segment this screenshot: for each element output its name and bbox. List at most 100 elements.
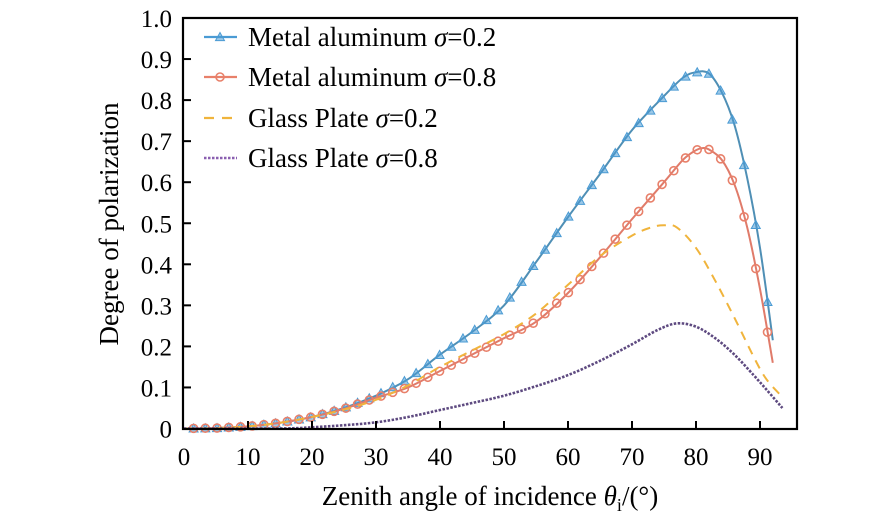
series-line — [183, 146, 774, 430]
data-point-marker — [410, 367, 422, 378]
x-tick-label: 70 — [620, 444, 645, 471]
x-tick-label: 0 — [178, 444, 191, 471]
x-axis-title: Zenith angle of incidence θi/(°) — [322, 481, 658, 515]
legend-label-value: =0.8 — [389, 143, 438, 173]
x-tick-label: 60 — [556, 444, 581, 471]
legend-marker — [214, 31, 226, 42]
data-point-marker — [527, 260, 539, 271]
x-tick-label: 90 — [748, 444, 773, 471]
data-point-marker — [563, 211, 574, 221]
legend-label: Metal aluminum σ=0.2 — [248, 22, 496, 52]
data-point-marker — [680, 153, 691, 163]
legend-label-sigma: σ — [376, 143, 391, 173]
y-tick-label: 0.1 — [141, 375, 172, 402]
data-point-marker — [598, 163, 609, 174]
data-point-marker — [504, 291, 516, 302]
data-point-marker — [609, 147, 621, 158]
y-tick-label: 0.9 — [141, 47, 172, 74]
legend-label-sigma: σ — [434, 22, 449, 52]
data-point-marker — [703, 68, 715, 78]
data-point-marker — [492, 304, 504, 315]
x-axis-title-subscript: i — [617, 495, 622, 515]
data-point-marker — [481, 342, 492, 353]
series-3 — [183, 223, 784, 430]
legend-label: Metal aluminum σ=0.8 — [248, 62, 496, 92]
y-tick-label: 0.7 — [141, 129, 172, 156]
legend-item: Glass Plate σ=0.8 — [204, 143, 438, 173]
data-point-marker — [656, 92, 668, 103]
data-point-marker — [469, 324, 481, 334]
data-point-marker — [481, 314, 492, 325]
legend-label-main: Metal aluminum — [248, 62, 434, 92]
data-point-marker — [715, 154, 726, 164]
data-point-marker — [516, 324, 527, 334]
y-tick-label: 0 — [160, 417, 173, 444]
data-point-marker — [621, 131, 633, 142]
data-point-marker — [738, 159, 750, 170]
data-point-marker — [586, 179, 598, 190]
data-point-marker — [668, 81, 680, 91]
data-point-marker — [715, 84, 726, 95]
x-axis-title-unit: /(°) — [622, 481, 658, 511]
legend-item: Metal aluminum σ=0.2 — [204, 22, 496, 52]
data-point-marker — [727, 113, 738, 124]
data-point-marker — [680, 71, 691, 81]
y-axis-title: Degree of polarization — [94, 102, 124, 345]
legend-marker — [215, 72, 225, 82]
x-tick-label: 20 — [300, 444, 325, 471]
data-point-marker — [762, 327, 773, 337]
data-point-marker — [691, 66, 703, 77]
data-point-marker — [598, 248, 609, 258]
data-point-marker — [610, 234, 621, 244]
data-point-marker — [633, 117, 645, 128]
legend-item: Metal aluminum σ=0.8 — [204, 62, 496, 92]
data-point-marker — [575, 274, 585, 285]
y-tick-label: 1.0 — [141, 6, 172, 33]
y-tick-label: 0.8 — [141, 88, 172, 115]
data-point-marker — [727, 175, 738, 186]
x-tick-label: 30 — [364, 444, 389, 471]
x-tick-label: 40 — [428, 444, 453, 471]
data-point-marker — [505, 330, 515, 341]
data-point-marker — [445, 341, 457, 351]
data-point-marker — [750, 263, 761, 274]
legend-label-main: Glass Plate — [248, 143, 376, 173]
data-point-marker — [329, 406, 339, 417]
x-tick-label: 50 — [492, 444, 517, 471]
x-tick-label: 80 — [684, 444, 709, 471]
data-point-marker — [704, 144, 714, 155]
legend-label-value: =0.2 — [389, 103, 438, 133]
series-line — [183, 321, 784, 430]
data-point-marker — [633, 206, 644, 217]
data-point-marker — [422, 358, 434, 369]
y-tick-label: 0.4 — [141, 252, 173, 279]
legend-label-value: =0.2 — [447, 22, 496, 52]
data-point-marker — [540, 308, 550, 319]
data-point-marker — [645, 104, 656, 115]
data-point-marker — [457, 332, 469, 343]
legend-item: Glass Plate σ=0.2 — [204, 103, 438, 133]
series-2 — [183, 144, 774, 434]
data-point-marker — [574, 195, 586, 205]
y-tick-label: 0.3 — [141, 293, 172, 320]
x-axis-ticks: 0 10 20 30 40 50 60 70 80 90 — [178, 421, 773, 471]
y-tick-label: 0.6 — [141, 170, 172, 197]
data-point-marker — [376, 391, 386, 401]
series-4 — [183, 321, 784, 430]
data-point-marker — [668, 165, 679, 176]
x-axis-title-main: Zenith angle of incidence — [322, 481, 604, 511]
series-line — [183, 223, 784, 430]
legend-label: Glass Plate σ=0.2 — [248, 103, 438, 133]
data-point-marker — [528, 318, 539, 328]
y-axis-ticks: 0 0.1 0.2 0.3 0.4 0.5 0.6 0.7 0.8 0.9 1.0 — [141, 6, 191, 444]
data-point-marker — [762, 296, 773, 307]
data-point-marker — [387, 387, 398, 398]
legend-label-main: Metal aluminum — [248, 22, 434, 52]
legend-label-sigma: σ — [434, 62, 449, 92]
data-point-marker — [493, 336, 503, 347]
data-point-marker — [317, 409, 328, 420]
data-point-marker — [399, 383, 410, 394]
legend-label: Glass Plate σ=0.8 — [248, 143, 438, 173]
data-point-marker — [434, 366, 445, 377]
